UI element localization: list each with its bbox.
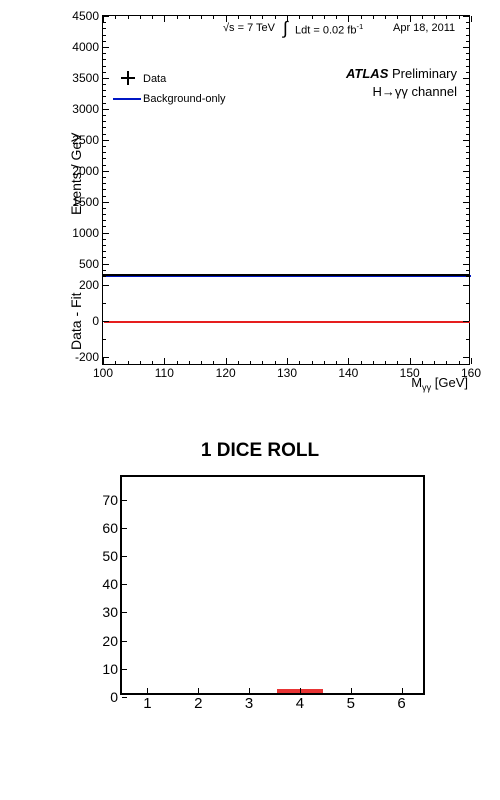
- ytick-label: 10: [72, 661, 122, 677]
- xtick-label: 100: [83, 364, 123, 380]
- ytick-label: 4000: [53, 40, 103, 54]
- channel-label: H→γγ channel: [372, 84, 457, 99]
- chart2-title: 1 DICE ROLL: [50, 440, 470, 462]
- date-label: Apr 18, 2011: [393, 22, 455, 34]
- chart1-lower-panel: -2000200100110120130140150160: [102, 275, 470, 365]
- ytick-label: 1000: [53, 226, 103, 240]
- ytick-label: 4500: [53, 9, 103, 23]
- xtick-label: 5: [331, 693, 371, 712]
- ytick-label: 200: [53, 278, 103, 292]
- xtick-label: 3: [229, 693, 269, 712]
- xtick-label: 2: [178, 693, 218, 712]
- energy-label: √s = 7 TeV: [223, 22, 275, 34]
- ytick-label: 500: [53, 257, 103, 271]
- residual-line: [104, 321, 470, 323]
- xtick-label: 1: [127, 693, 167, 712]
- ytick-label: 2500: [53, 133, 103, 147]
- xtick-label: 6: [382, 693, 422, 712]
- atlas-prelim: ATLAS Preliminary: [346, 66, 457, 81]
- xtick-label: 120: [206, 364, 246, 380]
- ytick-label: 60: [72, 520, 122, 536]
- ytick-label: 20: [72, 633, 122, 649]
- xtick-label: 140: [328, 364, 368, 380]
- ytick-label: 70: [72, 492, 122, 508]
- chart1-upper-panel: √s = 7 TeV ∫ Ldt = 0.02 fb-1 Apr 18, 201…: [102, 15, 470, 275]
- ytick-label: 40: [72, 576, 122, 592]
- atlas-chart: Events / GeV Data - Fit √s = 7 TeV ∫ Ldt…: [50, 15, 470, 395]
- legend-data-marker: [121, 71, 135, 85]
- ytick-label: 0: [53, 314, 103, 328]
- xtick-label: 4: [280, 693, 320, 712]
- chart2-plot-area: 010203040506070123456: [120, 475, 425, 695]
- legend-bkg-marker: [113, 98, 141, 100]
- ytick-label: -200: [53, 350, 103, 364]
- dice-chart: 010203040506070123456: [90, 470, 430, 740]
- ytick-label: 1500: [53, 195, 103, 209]
- chart1-xlabel: Mγγ [GeV]: [411, 375, 468, 393]
- ytick-label: 50: [72, 548, 122, 564]
- legend-bkg-label: Background-only: [143, 93, 226, 105]
- lumi-label: Ldt = 0.02 fb-1: [295, 22, 363, 37]
- xtick-label: 130: [267, 364, 307, 380]
- ytick-label: 0: [72, 689, 122, 705]
- ytick-label: 3500: [53, 71, 103, 85]
- legend-data-label: Data: [143, 73, 166, 85]
- ytick-label: 3000: [53, 102, 103, 116]
- ytick-label: 2000: [53, 164, 103, 178]
- xtick-label: 110: [144, 364, 184, 380]
- ytick-label: 30: [72, 604, 122, 620]
